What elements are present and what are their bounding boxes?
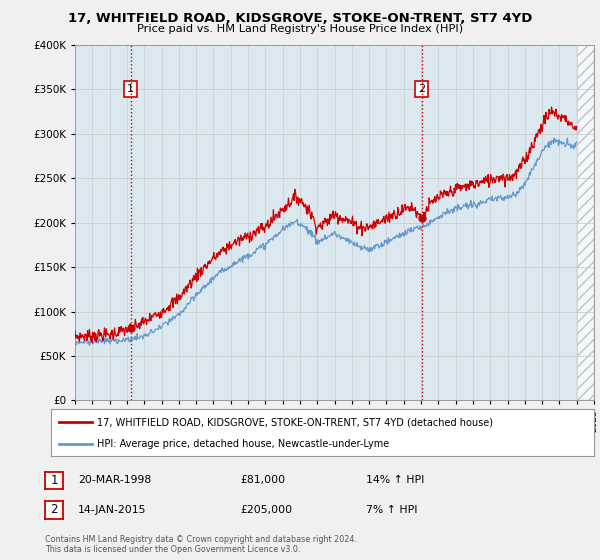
Text: 1: 1 (50, 474, 58, 487)
Text: £81,000: £81,000 (240, 475, 285, 486)
Text: Contains HM Land Registry data © Crown copyright and database right 2024.
This d: Contains HM Land Registry data © Crown c… (45, 535, 357, 554)
Text: Price paid vs. HM Land Registry's House Price Index (HPI): Price paid vs. HM Land Registry's House … (137, 24, 463, 34)
Text: 2: 2 (50, 503, 58, 516)
Text: 2: 2 (418, 84, 425, 94)
Text: 14% ↑ HPI: 14% ↑ HPI (366, 475, 424, 486)
Text: 17, WHITFIELD ROAD, KIDSGROVE, STOKE-ON-TRENT, ST7 4YD (detached house): 17, WHITFIELD ROAD, KIDSGROVE, STOKE-ON-… (97, 417, 493, 427)
Text: HPI: Average price, detached house, Newcastle-under-Lyme: HPI: Average price, detached house, Newc… (97, 438, 389, 449)
Text: 20-MAR-1998: 20-MAR-1998 (78, 475, 151, 486)
Text: 7% ↑ HPI: 7% ↑ HPI (366, 505, 418, 515)
Text: 17, WHITFIELD ROAD, KIDSGROVE, STOKE-ON-TRENT, ST7 4YD: 17, WHITFIELD ROAD, KIDSGROVE, STOKE-ON-… (68, 12, 532, 25)
Text: 1: 1 (127, 84, 134, 94)
Text: 14-JAN-2015: 14-JAN-2015 (78, 505, 146, 515)
Text: £205,000: £205,000 (240, 505, 292, 515)
